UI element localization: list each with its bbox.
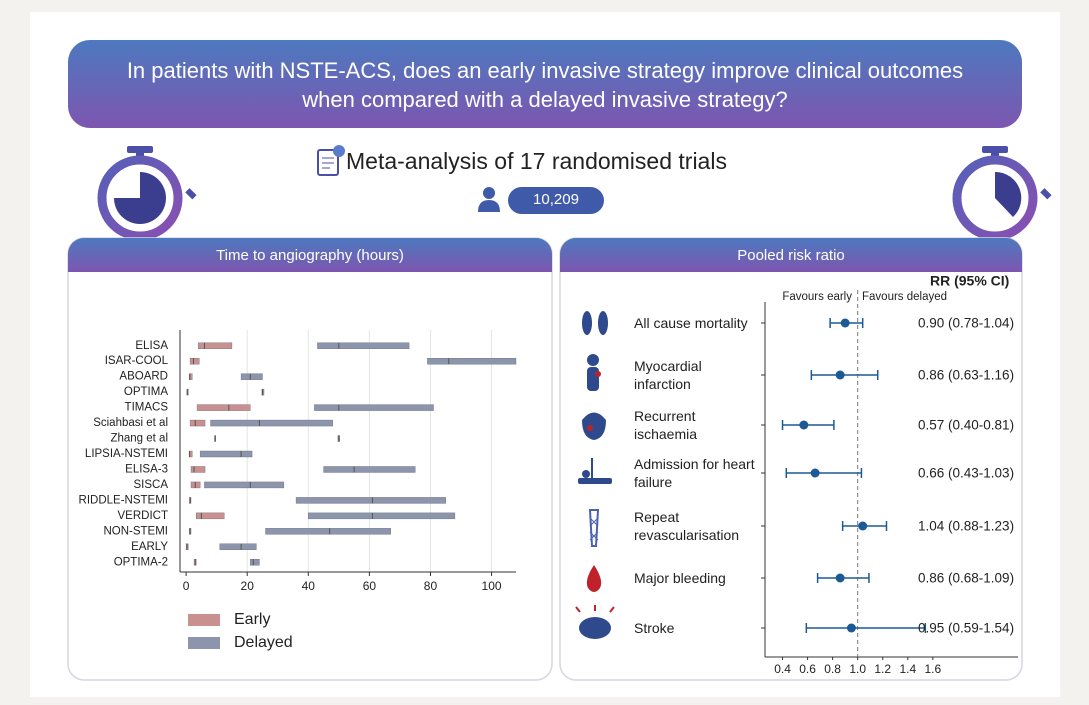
panel-title: Pooled risk ratio (737, 247, 845, 264)
legend-swatch (188, 637, 220, 649)
x-tick-label: 20 (241, 579, 255, 593)
y-tick-label: RIDDLE-NSTEMI (79, 494, 168, 506)
range-bar (323, 466, 416, 473)
outcome-label: Recurrent ischaemia (634, 408, 698, 442)
y-tick-label: ABOARD (119, 371, 168, 383)
range-bar (189, 358, 200, 365)
y-tick-label: NON-STEMI (103, 525, 168, 537)
value-label: 1.04 (0.88-1.23) (918, 519, 1014, 534)
right-panel (559, 237, 1023, 681)
patient-pill (508, 187, 604, 214)
range-bar (317, 342, 410, 349)
range-bar (189, 419, 206, 427)
value-label: 0.66 (0.43-1.03) (918, 466, 1014, 481)
y-tick-label: ISAR-COOL (105, 355, 169, 367)
left-panel (67, 237, 553, 681)
y-tick-label: VERDICT (118, 510, 168, 522)
point-estimate (840, 318, 850, 328)
x-tick-label: 40 (302, 579, 316, 593)
range-bar (198, 342, 233, 349)
value-label: 0.86 (0.68-1.09) (918, 571, 1014, 586)
range-bar (210, 419, 333, 427)
y-tick-label: ELISA-3 (125, 463, 168, 475)
outcome-icons (575, 311, 615, 639)
x-tick-label: 1.2 (874, 662, 891, 676)
person-icon (478, 187, 500, 212)
legend-label: Early (234, 611, 270, 628)
range-bar (195, 512, 225, 520)
x-tick-label: 60 (363, 579, 377, 593)
point-estimate (835, 573, 845, 583)
column-header: RR (95% CI) (930, 273, 1009, 289)
x-tick-label: 0.8 (824, 662, 841, 676)
point-estimate (846, 623, 856, 633)
outcome-label: Myocardial infarction (634, 358, 702, 392)
y-tick-label: Zhang et al (110, 433, 168, 445)
y-tick-label: ELISA (135, 340, 168, 352)
y-tick-label: Sciahbasi et al (93, 417, 168, 429)
outcome-label: Admission for heart failure (634, 456, 755, 490)
range-bar (250, 559, 260, 566)
legend-label: Delayed (234, 634, 293, 651)
question: In patients with NSTE-ACS, does an early… (126, 58, 964, 112)
stopwatch-left (97, 146, 197, 241)
panel-title: Time to angiography (hours) (216, 247, 404, 264)
x-tick-label: 0 (183, 579, 190, 593)
outcome-label: Stroke (634, 620, 675, 636)
outcome-label: Major bleeding (634, 570, 726, 586)
annotation: Favours early (782, 291, 852, 303)
point-estimate (858, 521, 868, 531)
x-tick-label: 0.4 (774, 662, 791, 676)
document-icon (317, 145, 345, 176)
x-tick-label: 0.6 (799, 662, 816, 676)
range-bar (196, 404, 251, 411)
patient-count: 10,209 (533, 191, 579, 208)
y-tick-label: EARLY (131, 541, 168, 553)
y-tick-label: OPTIMA (124, 386, 168, 398)
x-tick-label: 1.4 (899, 662, 916, 676)
subtitle: Meta-analysis of 17 randomised trials (346, 148, 727, 174)
x-tick-label: 80 (424, 579, 438, 593)
outcome-label: Repeat revascularisation (634, 509, 740, 543)
range-bar (188, 373, 193, 380)
point-estimate (810, 468, 820, 478)
range-bar (427, 358, 517, 365)
range-bar (240, 373, 263, 380)
range-bar (308, 512, 456, 520)
y-tick-label: OPTIMA-2 (114, 556, 168, 568)
x-tick-label: 1.6 (924, 662, 941, 676)
value-label: 0.57 (0.40-0.81) (918, 418, 1014, 433)
y-tick-label: TIMACS (125, 402, 169, 414)
x-tick-label: 100 (482, 579, 502, 593)
range-bar (204, 481, 285, 489)
annotation: Favours delayed (862, 291, 947, 303)
point-estimate (799, 420, 809, 430)
range-bar (265, 528, 391, 535)
value-label: 0.90 (0.78-1.04) (918, 316, 1014, 331)
range-bar (219, 543, 257, 550)
outcome-label: All cause mortality (634, 315, 748, 331)
range-bar (314, 404, 434, 411)
x-tick-label: 1.0 (849, 662, 866, 676)
range-bar (295, 497, 446, 504)
range-bar (199, 450, 253, 458)
y-tick-label: SISCA (133, 479, 168, 491)
value-label: 0.86 (0.63-1.16) (918, 368, 1014, 383)
value-label: 0.95 (0.59-1.54) (918, 621, 1014, 636)
range-bar (190, 466, 206, 473)
y-tick-label: LIPSIA-NSTEMI (85, 448, 168, 460)
legend-swatch (188, 614, 220, 626)
banner (68, 40, 1022, 128)
stopwatch-right (952, 146, 1052, 241)
point-estimate (835, 370, 845, 380)
